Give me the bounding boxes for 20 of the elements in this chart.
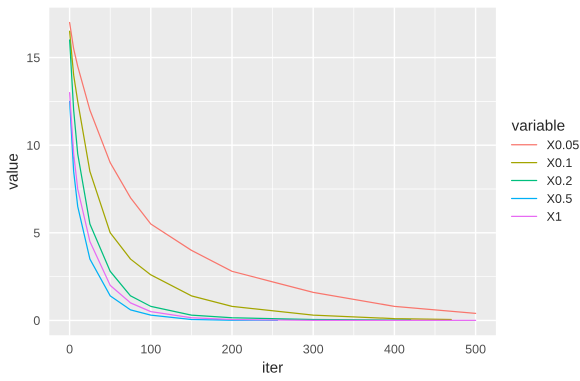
- legend-label: X0.2: [546, 176, 572, 186]
- y-tick-label: 15: [27, 53, 40, 62]
- legend-label: X1: [546, 212, 562, 221]
- x-tick-label: 300: [303, 344, 324, 354]
- x-tick-label: 0: [66, 344, 73, 354]
- y-tick-label: 10: [27, 140, 40, 150]
- y-tick-label: 5: [34, 228, 40, 238]
- x-axis-title: iter: [263, 362, 283, 373]
- x-tick-label: 500: [466, 344, 486, 354]
- legend-label: X0.5: [546, 194, 572, 203]
- y-axis-title: value: [6, 154, 18, 190]
- x-tick-label: 100: [141, 344, 161, 354]
- x-tick-label: 200: [222, 344, 242, 354]
- x-tick-label: 400: [384, 344, 404, 354]
- y-tick-label: 0: [34, 316, 40, 326]
- line-series: [68, 100, 278, 322]
- legend-title: variable: [512, 120, 564, 131]
- line-series: [68, 92, 476, 322]
- legend-label: X0.05: [546, 140, 579, 150]
- legend-label: X0.1: [546, 158, 572, 168]
